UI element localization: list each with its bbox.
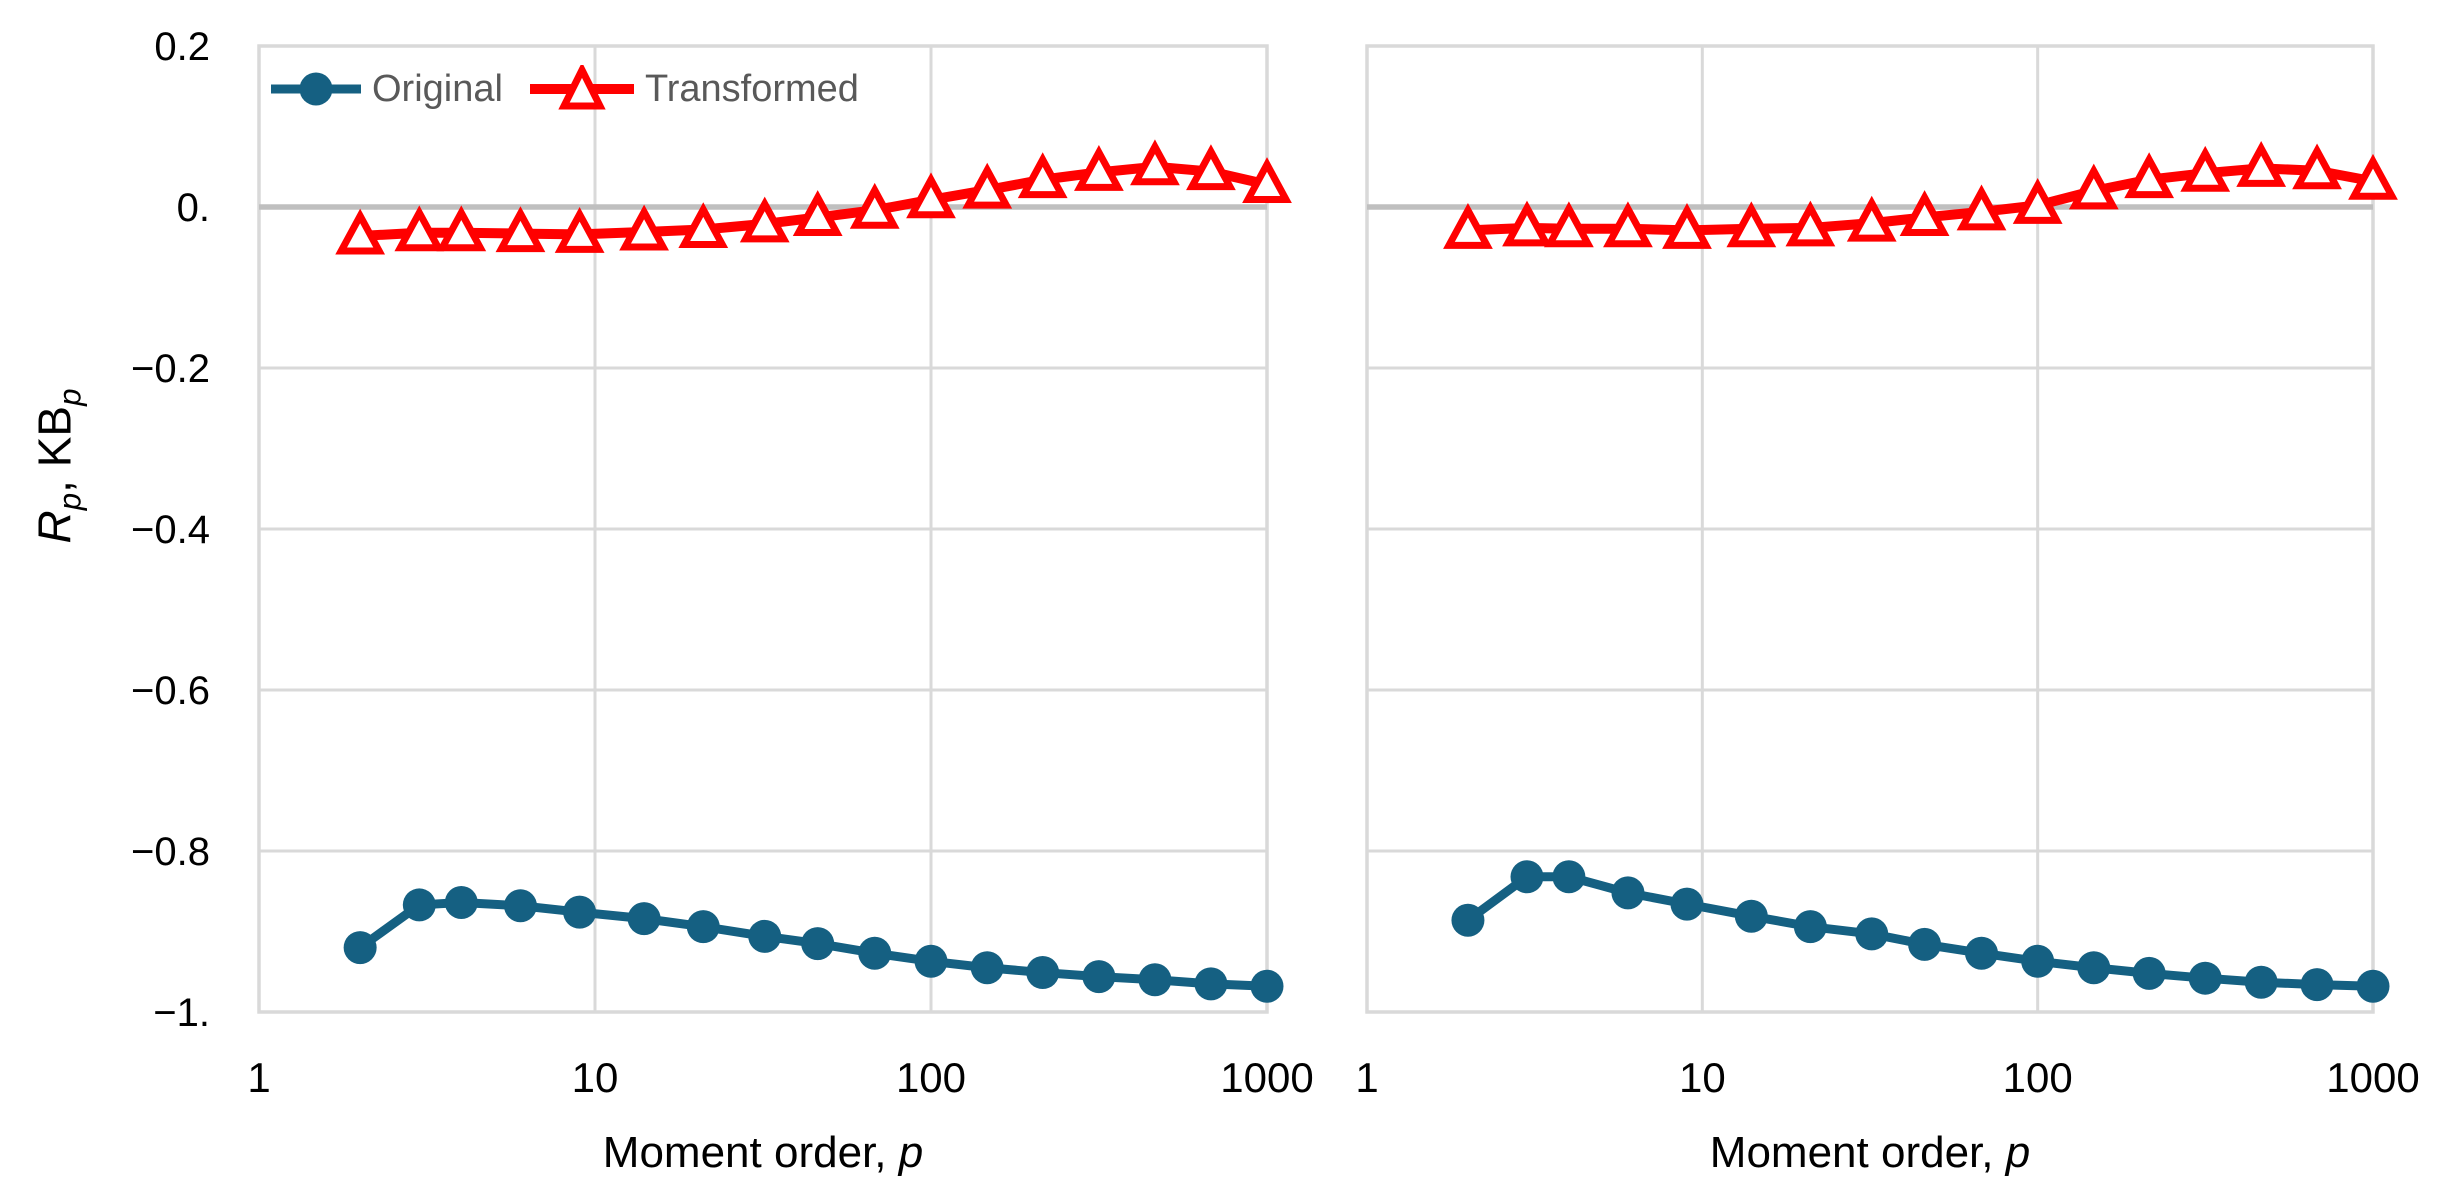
transformed-data-point [1074, 145, 1124, 191]
plot-border [257, 44, 1269, 1014]
y-tick-label: −0.4 [131, 508, 210, 552]
original-data-point [2188, 961, 2222, 995]
original-data-point [1026, 956, 1060, 990]
transformed-data-point [2012, 178, 2063, 224]
x-tick-label: 100 [2003, 1054, 2073, 1101]
x-tick-label: 1 [1355, 1054, 1378, 1101]
transformed-data-point [1130, 139, 1180, 186]
transformed-data-point [619, 204, 669, 251]
original-data-point [970, 951, 1004, 985]
transformed-marker-icon [529, 65, 634, 110]
original-data-point [1670, 887, 1704, 921]
transformed-data-point [554, 207, 605, 253]
transformed-data-point [394, 205, 445, 252]
transformed-data-point [2348, 153, 2398, 200]
transformed-data-point [2124, 152, 2175, 199]
original-data-point [858, 936, 892, 970]
transformed-data-point [2068, 163, 2119, 210]
original-data-point [1194, 967, 1228, 1001]
transformed-data-point [1662, 203, 1712, 249]
transformed-data-point [906, 172, 956, 219]
transformed-data-point [436, 205, 487, 252]
original-data-point [1451, 903, 1485, 937]
transformed-data-point [1443, 203, 1493, 249]
transformed-data-point [1186, 144, 1236, 191]
y-axis-title: Rp, KBp [28, 388, 88, 544]
original-data-point [1908, 927, 1942, 961]
x-tick-label: 1000 [2326, 1054, 2419, 1101]
x-tick-label: 10 [572, 1054, 619, 1101]
original-data-point [801, 927, 835, 961]
original-data-point [1552, 860, 1586, 894]
transformed-data-point [1017, 152, 1068, 199]
legend-label-original: Original [372, 67, 503, 110]
x-axis-title-left: Moment order, p [602, 1128, 924, 1177]
y-tick-label: −0.6 [131, 669, 210, 713]
original-data-point [1855, 917, 1889, 951]
x-tick-label: 1 [247, 1054, 270, 1101]
x-tick-label: 100 [896, 1054, 966, 1101]
legend-item-original: Original [268, 66, 503, 112]
transformed-data-point [1899, 190, 1950, 236]
original-data-point [2132, 956, 2166, 990]
plot-left: 1 10 100 1000 [247, 44, 1314, 1101]
original-data-point [1138, 963, 1172, 997]
original-data-point [686, 910, 720, 944]
original-data-point [444, 886, 478, 920]
transformed-data-point [2180, 145, 2231, 192]
original-data-point [914, 944, 948, 978]
transformed-data-point [1785, 200, 1836, 247]
original-data-point [748, 919, 782, 953]
original-data-point [1611, 876, 1645, 910]
transformed-data-point [739, 196, 790, 243]
x-axis-title-right: Moment order, p [1709, 1128, 2031, 1177]
original-data-point [1965, 936, 1999, 970]
original-data-point [2244, 965, 2278, 999]
original-data-point [503, 889, 537, 923]
transformed-data-point [1242, 157, 1292, 203]
original-data-point [563, 895, 597, 929]
original-data-point [1250, 969, 1284, 1003]
x-tick-label: 1000 [1220, 1054, 1313, 1101]
original-data-point [1510, 860, 1544, 894]
x-tick-label: 10 [1679, 1054, 1726, 1101]
original-data-point [1082, 960, 1116, 994]
plot-border [1365, 44, 2375, 1014]
transformed-data-point [335, 208, 386, 255]
y-tick-label: 0. [177, 186, 210, 230]
plot-right: 1 10 100 1000 [1355, 44, 2420, 1101]
original-data-point [2021, 944, 2055, 978]
transformed-data-point [1603, 201, 1653, 248]
transformed-data-point [2292, 143, 2342, 190]
legend: Original Transformed [268, 64, 859, 114]
transformed-data-point [1956, 184, 2007, 231]
original-data-point [343, 931, 377, 965]
transformed-data-point [495, 206, 546, 253]
y-tick-label: −1. [153, 991, 210, 1035]
original-data-point [1734, 899, 1768, 933]
transformed-data-point [678, 202, 729, 249]
legend-label-transformed: Transformed [644, 67, 859, 110]
original-data-point [2356, 969, 2390, 1003]
legend-item-transformed: Transformed [527, 65, 859, 113]
transformed-data-point [849, 182, 900, 229]
transformed-data-point [2236, 141, 2287, 187]
original-marker-icon [271, 72, 361, 106]
transformed-data-point [962, 162, 1013, 209]
transformed-data-point [1544, 201, 1594, 248]
original-data-point [627, 902, 661, 936]
transformed-data-point [792, 190, 843, 236]
y-tick-label: −0.2 [131, 347, 210, 391]
transformed-data-point [1846, 195, 1897, 242]
transformed-data-point [1726, 201, 1777, 248]
y-tick-label: 0.2 [154, 25, 210, 69]
y-tick-label: −0.8 [131, 830, 210, 874]
original-data-point [1793, 910, 1827, 944]
transformed-data-point [1502, 200, 1552, 247]
original-data-point [2300, 968, 2334, 1002]
original-data-point [402, 888, 436, 922]
original-data-point [2077, 951, 2111, 985]
